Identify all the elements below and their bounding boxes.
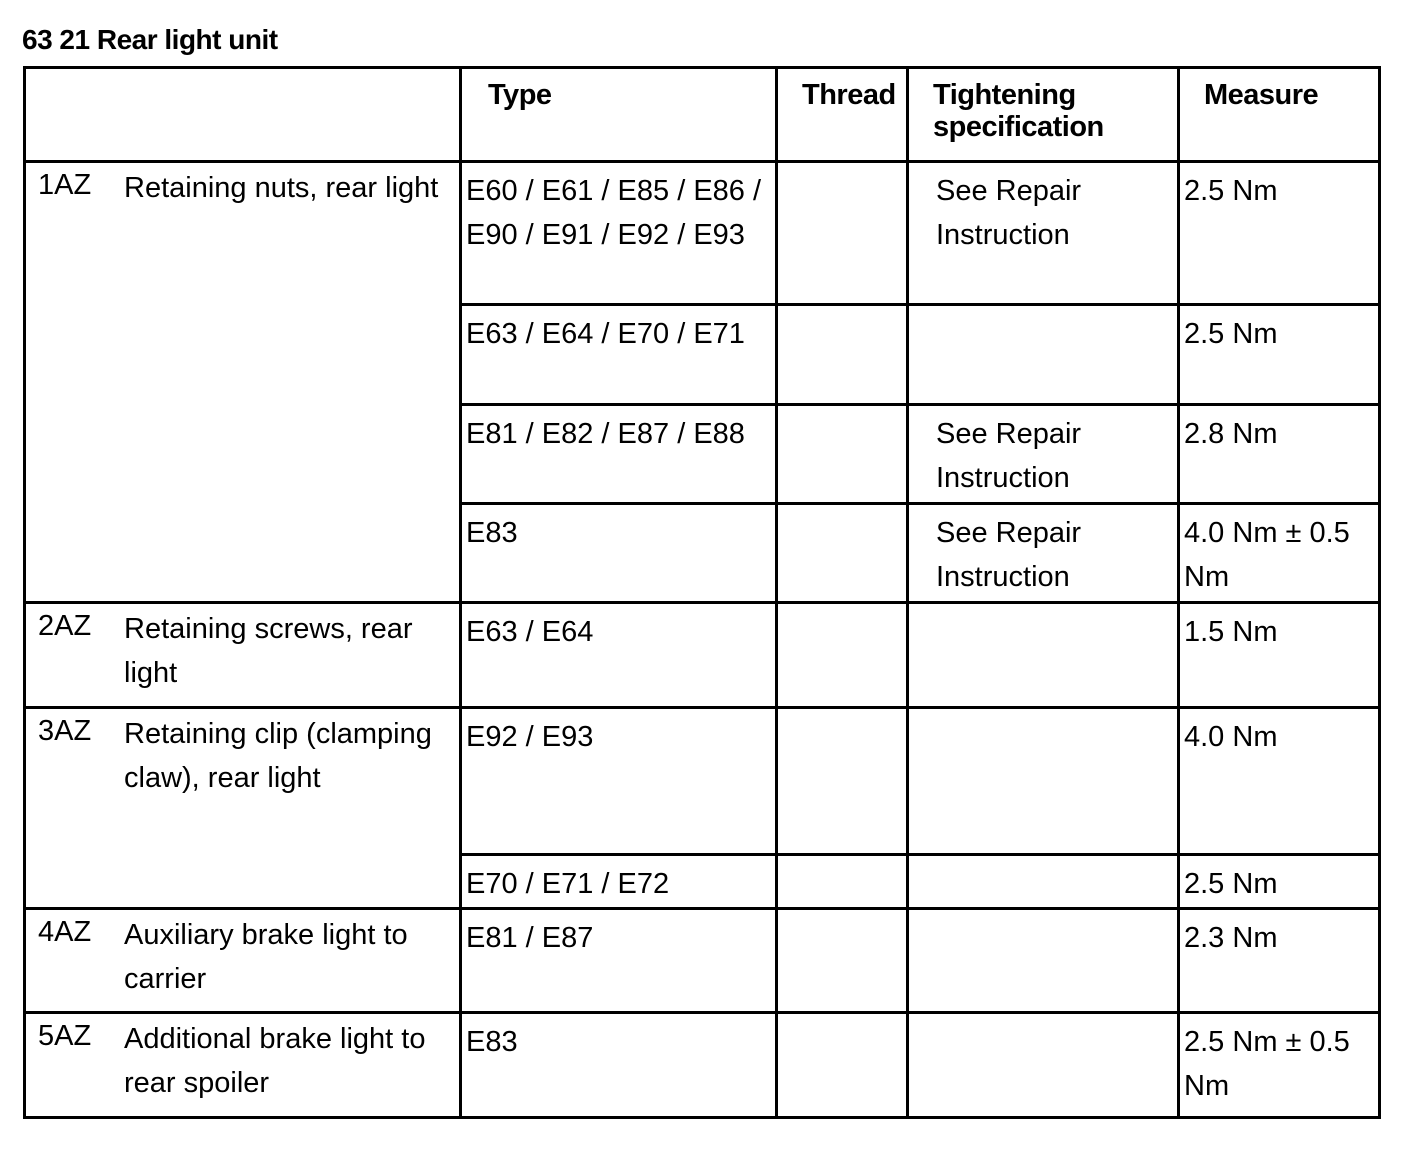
thread-cell [775,502,909,604]
type-cell: E63 / E64 / E70 / E71 [459,303,778,406]
measure-cell: 2.8 Nm [1177,403,1381,505]
table-row: 4AZ Auxiliary brake light to carrier E81 … [23,907,1381,1014]
measure-cell: 2.5 Nm [1177,160,1381,306]
measure-cell: 2.5 Nm [1177,303,1381,406]
item-code: 3AZ [38,715,92,747]
header-measure: Measure [1177,66,1381,163]
spec-cell: See Repair Instruction [906,160,1180,306]
table-row: 3AZ Retaining clip (clamping claw), rear… [23,706,1381,910]
measure-cell: 2.3 Nm [1177,907,1381,1014]
measure-cell: 2.5 Nm ± 0.5 Nm [1177,1011,1381,1119]
measure-cell: 2.5 Nm [1177,853,1381,910]
thread-cell [775,1011,909,1119]
thread-cell [775,601,909,709]
item-description: Retaining clip (clamping claw), rear lig… [124,718,432,794]
spec-cell [906,1011,1180,1119]
item-cell: 4AZ Auxiliary brake light to carrier [23,907,462,1014]
item-description: Auxiliary brake light to carrier [124,919,408,995]
spec-cell [906,853,1180,910]
table-row: E81 / E82 / E87 / E88 See Repair Instruc… [25,403,1381,505]
spec-cell: See Repair Instruction [906,502,1180,604]
table-row: E70 / E71 / E72 2.5 Nm [25,853,1381,910]
type-cell: E81 / E82 / E87 / E88 [459,403,778,505]
item-cell: 2AZ Retaining screws, rear light [23,601,462,709]
spec-cell [906,907,1180,1014]
thread-cell [775,907,909,1014]
item-description: Retaining screws, rear light [124,613,413,689]
spec-cell [906,303,1180,406]
thread-cell [775,303,909,406]
header-row: Type Thread Tightening specification Mea… [23,66,1381,163]
thread-cell [775,160,909,306]
type-cell: E92 / E93 [459,706,778,856]
type-cell: E63 / E64 [459,601,778,709]
type-cell: E81 / E87 [459,907,778,1014]
header-thread: Thread [775,66,909,163]
item-code: 1AZ [38,169,92,201]
torque-table: Type Thread Tightening specification Mea… [23,66,1381,1119]
item-description: Additional brake light to rear spoiler [124,1023,426,1099]
table-row: 1AZ Retaining nuts, rear light E60 / E61 … [23,160,1381,604]
measure-cell: 4.0 Nm ± 0.5 Nm [1177,502,1381,604]
item-code: 5AZ [38,1020,92,1052]
item-cell: 3AZ Retaining clip (clamping claw), rear… [23,706,462,910]
spec-cell: See Repair Instruction [906,403,1180,505]
item-cell: 1AZ Retaining nuts, rear light [23,160,462,604]
table-row: E63 / E64 / E70 / E71 2.5 Nm [25,303,1381,406]
item-description: Retaining nuts, rear light [124,172,439,204]
header-spec: Tightening specification [906,66,1180,163]
header-type: Type [459,66,778,163]
table-row: 2AZ Retaining screws, rear light E63 / E6… [23,601,1381,709]
thread-cell [775,706,909,856]
type-cell: E70 / E71 / E72 [459,853,778,910]
thread-cell [775,403,909,505]
thread-cell [775,853,909,910]
table-row: 5AZ Additional brake light to rear spoil… [23,1011,1381,1119]
item-cell: 5AZ Additional brake light to rear spoil… [23,1011,462,1119]
type-cell: E83 [459,1011,778,1119]
table-row: E83 See Repair Instruction 4.0 Nm ± 0.5 … [25,502,1381,604]
header-item [23,66,462,163]
spec-cell [906,601,1180,709]
item-code: 2AZ [38,610,92,642]
spec-cell [906,706,1180,856]
measure-cell: 4.0 Nm [1177,706,1381,856]
type-cell: E83 [459,502,778,604]
page-title: 63 21 Rear light unit [22,24,278,55]
measure-cell: 1.5 Nm [1177,601,1381,709]
item-code: 4AZ [38,916,92,948]
type-cell: E60 / E61 / E85 / E86 / E90 / E91 / E92 … [459,160,778,306]
